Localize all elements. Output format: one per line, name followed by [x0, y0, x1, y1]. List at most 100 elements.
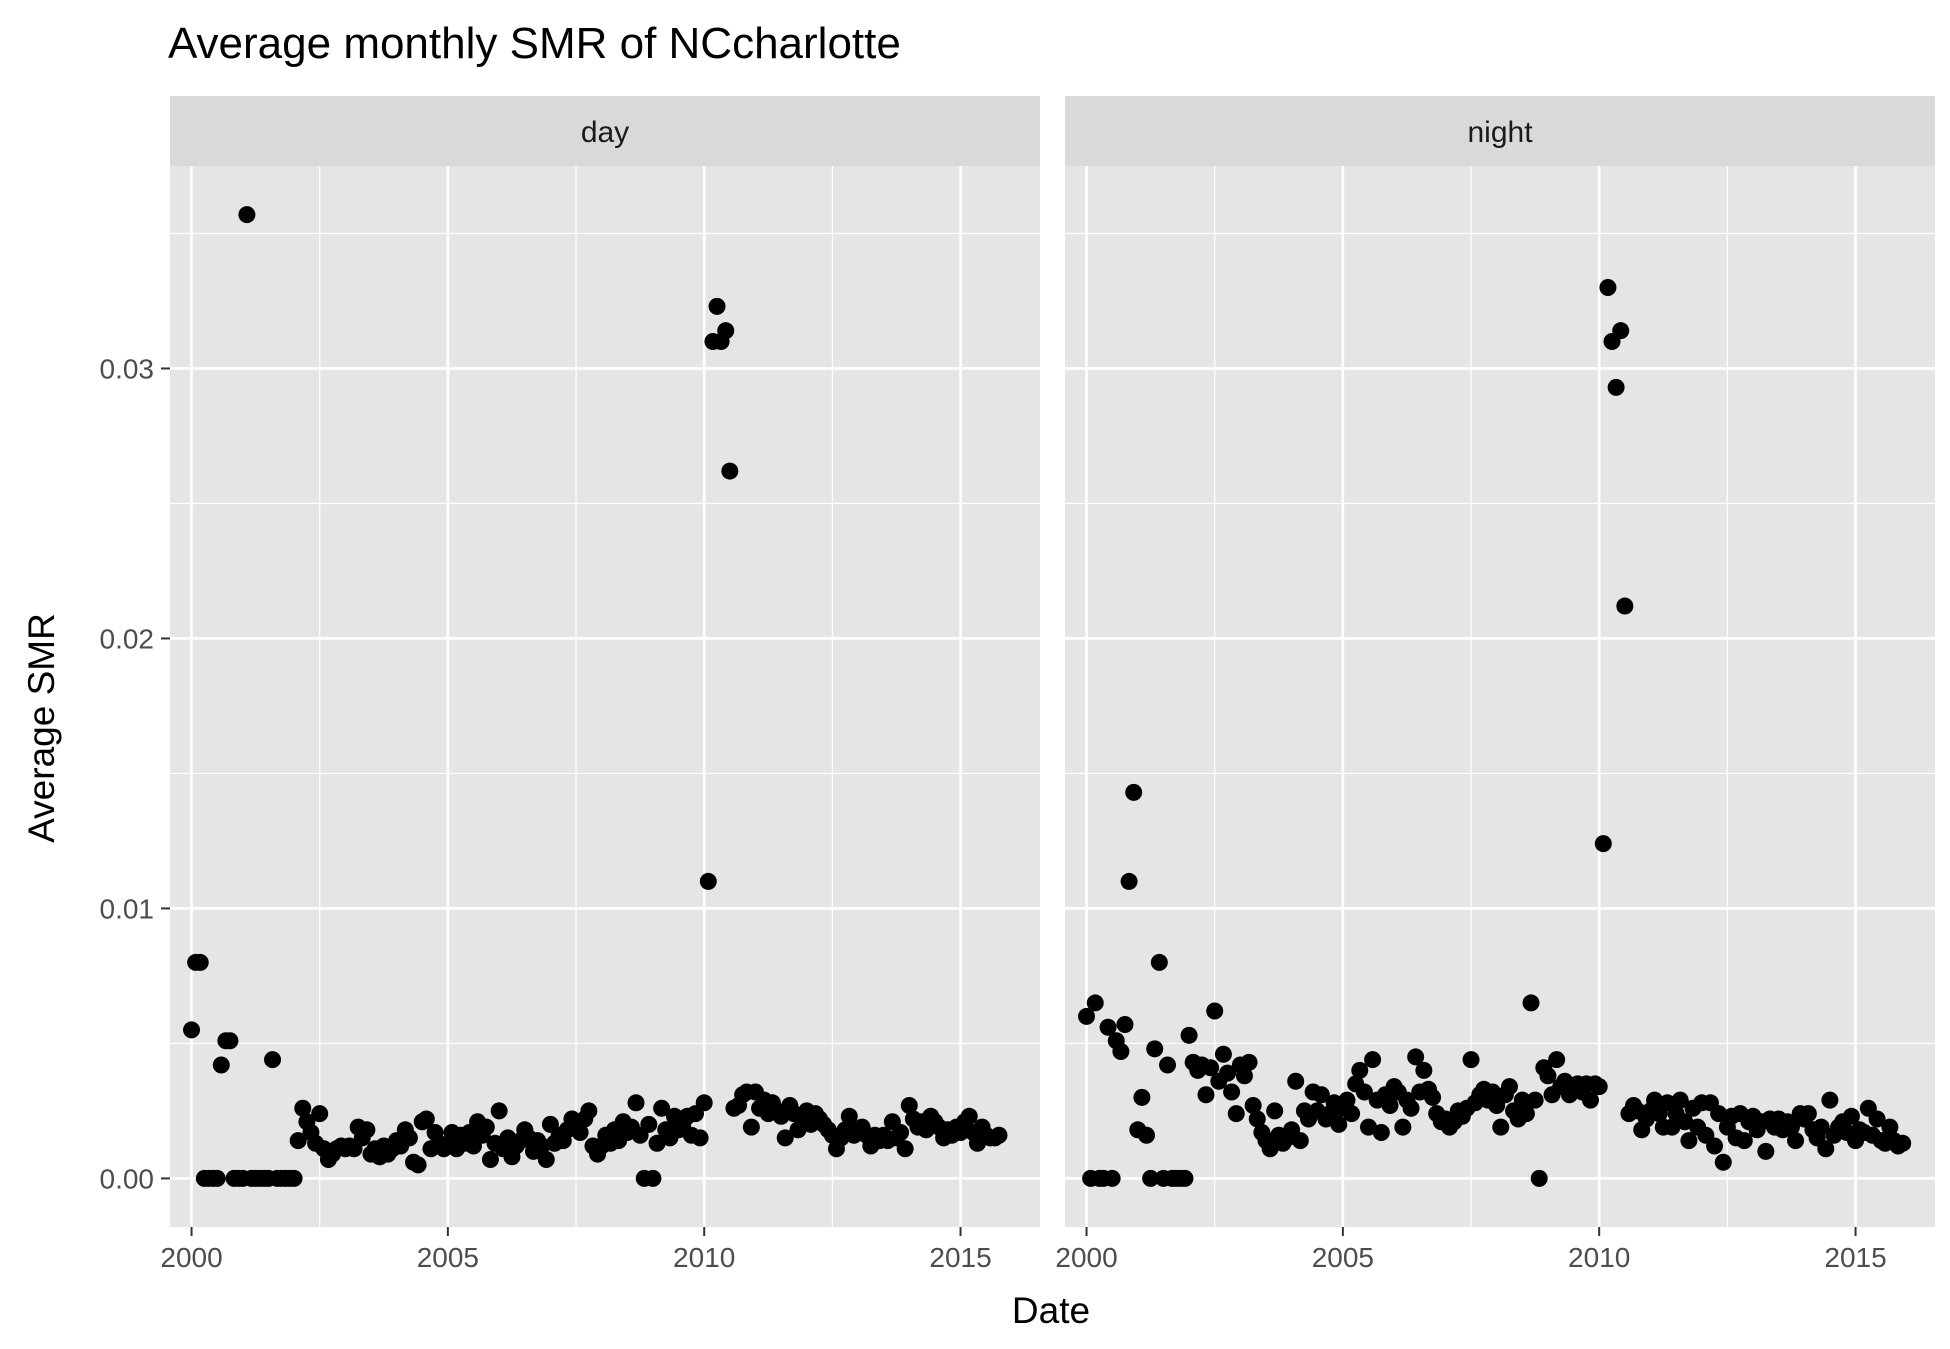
chart-title: Average monthly SMR of NCcharlotte — [168, 19, 901, 68]
data-point — [1287, 1072, 1305, 1090]
data-point — [776, 1129, 794, 1147]
data-point — [1227, 1105, 1245, 1123]
data-point — [1364, 1051, 1382, 1069]
data-point — [1881, 1118, 1899, 1136]
data-point — [238, 206, 256, 224]
data-point — [1291, 1132, 1309, 1150]
data-point — [1223, 1083, 1241, 1101]
data-point — [1513, 1091, 1531, 1109]
data-point — [289, 1132, 307, 1150]
data-point — [721, 462, 739, 480]
data-point — [1710, 1105, 1728, 1123]
data-point — [580, 1102, 598, 1120]
data-point — [1146, 1040, 1164, 1058]
y-tick-label: 0.01 — [100, 893, 155, 924]
data-point — [477, 1118, 495, 1136]
data-point — [1206, 1002, 1224, 1020]
data-point — [1402, 1099, 1420, 1117]
data-point — [1812, 1118, 1830, 1136]
data-point — [1842, 1107, 1860, 1125]
data-point — [1581, 1091, 1599, 1109]
data-point — [1197, 1086, 1215, 1104]
data-point — [358, 1121, 376, 1139]
data-point — [1590, 1078, 1608, 1096]
data-point — [1799, 1105, 1817, 1123]
data-point — [990, 1126, 1008, 1144]
facet-strip-label: day — [581, 116, 629, 149]
data-point — [409, 1156, 427, 1174]
data-point — [1125, 783, 1143, 801]
x-tick-label: 2000 — [1055, 1242, 1117, 1273]
x-tick-label: 2010 — [673, 1242, 735, 1273]
data-point — [490, 1102, 508, 1120]
data-point — [648, 1134, 666, 1152]
data-point — [1202, 1059, 1220, 1077]
data-point — [1360, 1118, 1377, 1136]
data-point — [1616, 597, 1634, 615]
data-point — [1312, 1086, 1330, 1104]
data-point — [840, 1107, 858, 1125]
data-point — [1099, 1018, 1117, 1036]
data-point — [1415, 1061, 1433, 1079]
data-point — [1240, 1053, 1258, 1071]
data-point — [1612, 322, 1630, 340]
data-point — [183, 1021, 201, 1039]
data-point — [1526, 1091, 1544, 1109]
data-point — [699, 872, 717, 890]
data-point — [1086, 994, 1104, 1012]
facet-panel-night: night 2000 2005 2010 2015 — [1055, 96, 1935, 1273]
x-tick-label: 2000 — [160, 1242, 222, 1273]
data-point — [1817, 1140, 1835, 1158]
data-point — [1372, 1124, 1390, 1142]
y-tick-label: 0.00 — [100, 1163, 155, 1194]
data-point — [1235, 1067, 1253, 1085]
data-point — [537, 1151, 555, 1169]
data-point — [1500, 1078, 1518, 1096]
facet-strip — [1065, 96, 1935, 166]
data-point — [1407, 1048, 1425, 1066]
y-tick-label: 0.02 — [100, 623, 155, 654]
data-point — [1116, 1016, 1134, 1034]
data-point — [1787, 1132, 1805, 1150]
data-point — [212, 1056, 230, 1074]
data-point — [896, 1140, 914, 1158]
facet-strip-label: night — [1467, 116, 1533, 149]
data-point — [294, 1099, 312, 1117]
data-point — [1355, 1083, 1373, 1101]
data-point — [1492, 1118, 1510, 1136]
data-point — [1219, 1064, 1237, 1082]
data-point — [1462, 1051, 1480, 1069]
data-point — [1663, 1118, 1681, 1136]
data-point — [1351, 1061, 1369, 1079]
x-tick-label: 2015 — [929, 1242, 991, 1273]
data-point — [264, 1051, 282, 1069]
data-point — [1706, 1137, 1724, 1155]
data-point — [1646, 1091, 1664, 1109]
data-point — [417, 1110, 435, 1128]
data-point — [1517, 1105, 1535, 1123]
data-point — [1244, 1097, 1262, 1115]
data-point — [533, 1137, 551, 1155]
x-tick-label: 2005 — [1312, 1242, 1374, 1273]
data-point — [1599, 278, 1617, 296]
data-point — [1757, 1142, 1775, 1160]
data-point — [742, 1118, 760, 1136]
data-point — [900, 1097, 918, 1115]
data-point — [1821, 1091, 1839, 1109]
data-point — [960, 1107, 978, 1125]
data-point — [221, 1032, 239, 1050]
data-point — [691, 1129, 709, 1147]
data-point — [1680, 1132, 1698, 1150]
plot-panel — [170, 166, 1040, 1227]
data-point — [1539, 1067, 1557, 1085]
data-point — [1868, 1110, 1886, 1128]
facet-panel-day: day 2000 2005 2010 2015 0.00 0.01 0.02 0.03 — [100, 96, 1040, 1273]
data-point — [481, 1151, 499, 1169]
x-tick-label: 2010 — [1568, 1242, 1630, 1273]
data-point — [1394, 1118, 1412, 1136]
data-point — [1176, 1169, 1194, 1187]
facet-panels: day 2000 2005 2010 2015 0.00 0.01 0.02 0.03 night… — [100, 96, 1935, 1273]
data-point — [1671, 1091, 1689, 1109]
data-point — [708, 297, 726, 315]
x-axis-title: Date — [1012, 1290, 1090, 1331]
